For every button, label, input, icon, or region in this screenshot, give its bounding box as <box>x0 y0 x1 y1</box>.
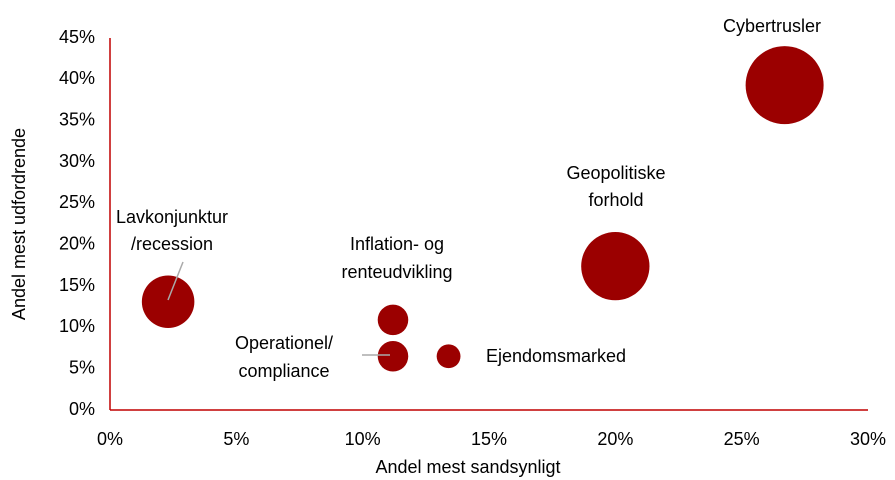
y-tick-label: 10% <box>59 316 95 336</box>
y-tick-label: 5% <box>69 357 95 377</box>
y-tick-label: 25% <box>59 192 95 212</box>
bubble-label: Lavkonjunktur <box>116 207 228 227</box>
bubble-label: renteudvikling <box>341 262 452 282</box>
bubble-label: Operationel/ <box>235 333 333 353</box>
leader-line <box>167 261 184 301</box>
bubble <box>141 275 195 328</box>
y-axis-title: Andel mest udfordrende <box>9 128 29 320</box>
y-tick-label: 35% <box>59 109 95 129</box>
bubble-label: compliance <box>238 361 329 381</box>
bubble <box>377 304 409 336</box>
x-tick-label: 15% <box>471 429 507 449</box>
bubble-label: forhold <box>588 190 643 210</box>
y-tick-label: 15% <box>59 275 95 295</box>
y-tick-label: 30% <box>59 151 95 171</box>
x-tick-label: 0% <box>97 429 123 449</box>
bubble-label: Ejendomsmarked <box>486 346 626 366</box>
bubble-label: /recession <box>131 234 213 254</box>
x-tick-label: 10% <box>345 429 381 449</box>
bubble-label: Geopolitiske <box>566 163 665 183</box>
bubble <box>581 232 650 301</box>
x-axis-title: Andel mest sandsynligt <box>375 457 560 477</box>
bubble <box>377 340 409 372</box>
x-tick-label: 30% <box>850 429 886 449</box>
y-tick-label: 0% <box>69 399 95 419</box>
bubble-label: Cybertrusler <box>723 16 821 36</box>
y-tick-label: 45% <box>59 27 95 47</box>
y-tick-label: 20% <box>59 233 95 253</box>
y-tick-label: 40% <box>59 68 95 88</box>
bubble <box>436 344 461 369</box>
x-tick-label: 5% <box>223 429 249 449</box>
bubble-label: Inflation- og <box>350 234 444 254</box>
bubble <box>745 46 824 125</box>
x-tick-label: 20% <box>597 429 633 449</box>
x-tick-label: 25% <box>724 429 760 449</box>
